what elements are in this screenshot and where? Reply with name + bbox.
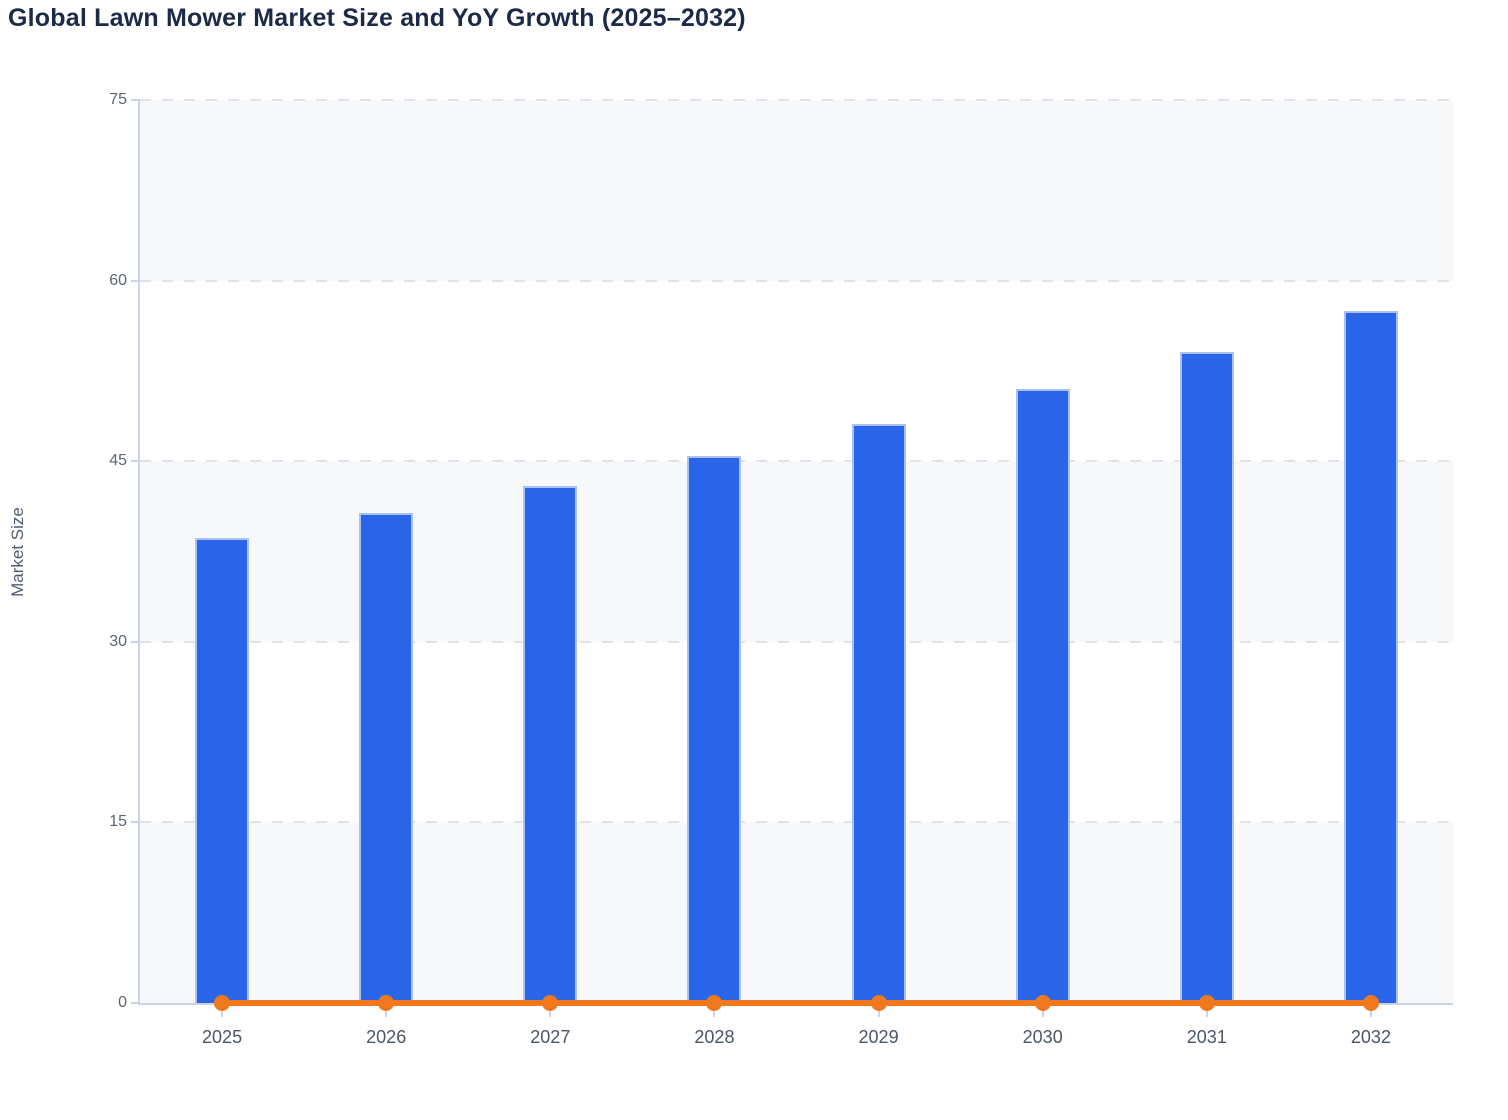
x-tick-mark [713,1005,716,1017]
bar-2030[interactable] [1015,388,1070,1003]
gridline [140,640,1453,643]
x-tick-label-2029: 2029 [858,1027,899,1047]
yoy-marker-2026[interactable] [378,995,395,1011]
yoy-marker-2031[interactable] [1198,995,1215,1011]
y-tick-label: 15 [109,813,127,831]
plot-band [140,100,1453,281]
yoy-marker-2025[interactable] [214,995,231,1011]
y-tick-mark [131,99,140,101]
plot-band [140,822,1453,1003]
x-tick-label-2031: 2031 [1186,1027,1227,1047]
bar-2029[interactable] [851,423,906,1003]
yoy-marker-2030[interactable] [1034,995,1051,1011]
x-tick-label-2028: 2028 [694,1027,735,1047]
x-tick-mark [1041,1005,1044,1017]
chart-title: Global Lawn Mower Market Size and YoY Gr… [8,4,746,32]
y-tick-mark [131,821,140,824]
plot-area: 0 15 30 45 60 75 2025 2026 2027 2028 2029 2030 2031 2… [109,91,1453,1047]
gridline [140,821,1453,824]
y-axis-title: Market Size [8,507,27,597]
x-tick-label-2030: 2030 [1022,1027,1063,1047]
bar-2027[interactable] [523,486,578,1003]
bar-2026[interactable] [359,512,414,1003]
x-tick-label-2025: 2025 [202,1027,243,1047]
y-tick-label: 60 [109,271,127,289]
x-tick-mark [877,1005,880,1017]
bar-2032[interactable] [1343,310,1398,1003]
gridline [140,279,1453,282]
y-tick-label: 30 [109,632,127,650]
bar-2031[interactable] [1179,351,1234,1003]
x-tick-label-2027: 2027 [530,1027,571,1047]
x-tick-mark [1369,1005,1372,1017]
yoy-marker-2032[interactable] [1362,995,1379,1011]
y-axis-line [138,100,140,1005]
gridline [140,99,1453,101]
x-tick-label-2026: 2026 [366,1027,407,1047]
plot-band [140,280,1453,462]
plot-band [140,461,1453,642]
y-tick-label: 45 [109,452,127,470]
y-tick-mark [131,640,140,643]
y-tick-label: 0 [118,994,127,1011]
bar-2028[interactable] [687,456,742,1003]
x-tick-mark [549,1005,552,1017]
y-tick-mark [131,460,140,463]
yoy-marker-2029[interactable] [870,995,887,1011]
yoy-marker-2027[interactable] [542,995,559,1011]
x-tick-mark [1205,1005,1208,1017]
plot-band [140,641,1453,823]
x-tick-mark [385,1005,388,1017]
y-tick-mark [131,279,140,282]
bar-2025[interactable] [195,538,250,1003]
gridline [140,460,1453,463]
y-tick-mark [131,1002,140,1004]
yoy-growth-line [222,1000,1371,1006]
x-tick-mark [221,1005,224,1017]
yoy-marker-2028[interactable] [706,995,723,1011]
x-tick-label-2032: 2032 [1350,1027,1391,1047]
y-tick-label: 75 [109,91,127,108]
